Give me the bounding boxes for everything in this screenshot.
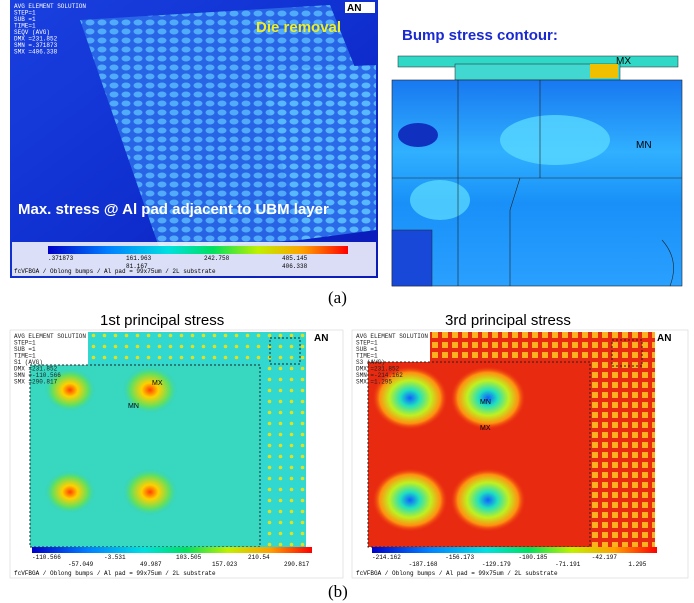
annotation: Max. stress @ Al pad adjacent to UBM lay…	[18, 201, 329, 218]
min-label: MN	[636, 140, 652, 151]
figure: AN AVG ELEMENT SOLUTIONSTEP=1SUB =1TIME=…	[0, 0, 694, 603]
legend-label: 161.963	[126, 255, 152, 262]
contour-blob	[122, 468, 178, 516]
info-line: SMX =406.338	[14, 49, 58, 56]
contour-region	[500, 115, 610, 165]
legend-label: -71.191	[555, 561, 581, 568]
logo: AN	[314, 333, 328, 344]
legend-label: 406.338	[282, 263, 308, 270]
panel-title: 1st principal stress	[100, 312, 224, 329]
legend-label: .371873	[48, 255, 74, 262]
logo: AN	[657, 333, 671, 344]
panel-title: Die removal	[256, 19, 341, 36]
legend-bar	[48, 246, 348, 254]
legend-label: 210.54	[248, 554, 270, 561]
info-line: SMX =290.817	[14, 379, 58, 386]
max-label: MX	[152, 380, 163, 387]
legend-label: 49.987	[140, 561, 162, 568]
hot-spot	[590, 64, 618, 78]
legend-label: -214.162	[372, 554, 401, 561]
contour-blob	[450, 366, 526, 430]
legend-label: -110.566	[32, 554, 61, 561]
min-label: MN	[480, 399, 491, 406]
legend-label: 1.295	[628, 561, 646, 568]
legend-bar	[372, 547, 657, 553]
contour-blob	[44, 470, 96, 514]
legend-label: 290.817	[284, 561, 310, 568]
contour-region	[398, 123, 438, 147]
contour-blob	[450, 468, 526, 532]
panel-title: Bump stress contour:	[402, 27, 558, 44]
legend-label: 242.758	[204, 255, 230, 262]
footer: fcVFBGA / Oblong bumps / Al pad = 99x75u…	[14, 570, 216, 577]
panel-b-left: 1st principal stress AN AVG ELEMENT SOLU…	[10, 312, 343, 578]
legend-label: 157.023	[212, 561, 238, 568]
panel-label: (b)	[328, 582, 348, 601]
legend-label: -57.049	[68, 561, 94, 568]
panel-b-right: 3rd principal stress AN AVG ELEMENT SOLU…	[352, 312, 688, 578]
panel-label: (a)	[328, 288, 347, 307]
panel-a-right: Bump stress contour: MX MN	[392, 27, 682, 286]
footer: fcVFBGA / Oblong bumps / Al pad = 99x75u…	[14, 268, 216, 275]
contour-region	[392, 230, 432, 286]
logo: AN	[347, 3, 361, 14]
legend-label: -100.185	[519, 554, 548, 561]
legend-label: -42.197	[592, 554, 618, 561]
legend-label: -187.168	[409, 561, 438, 568]
legend-bar	[32, 547, 312, 553]
legend-label: 103.505	[176, 554, 202, 561]
legend-label: -129.179	[482, 561, 511, 568]
contour-blob	[372, 468, 448, 532]
max-label: MX	[480, 425, 491, 432]
legend-label: -156.173	[445, 554, 474, 561]
contour-region	[410, 180, 470, 220]
panel-title: 3rd principal stress	[445, 312, 571, 329]
min-label: MN	[128, 403, 139, 410]
max-label: MX	[616, 56, 631, 67]
legend-label: 485.145	[282, 255, 308, 262]
legend-label: -3.531	[104, 554, 126, 561]
footer: fcVFBGA / Oblong bumps / Al pad = 99x75u…	[356, 570, 558, 577]
info-line: SMX =1.295	[356, 379, 392, 386]
